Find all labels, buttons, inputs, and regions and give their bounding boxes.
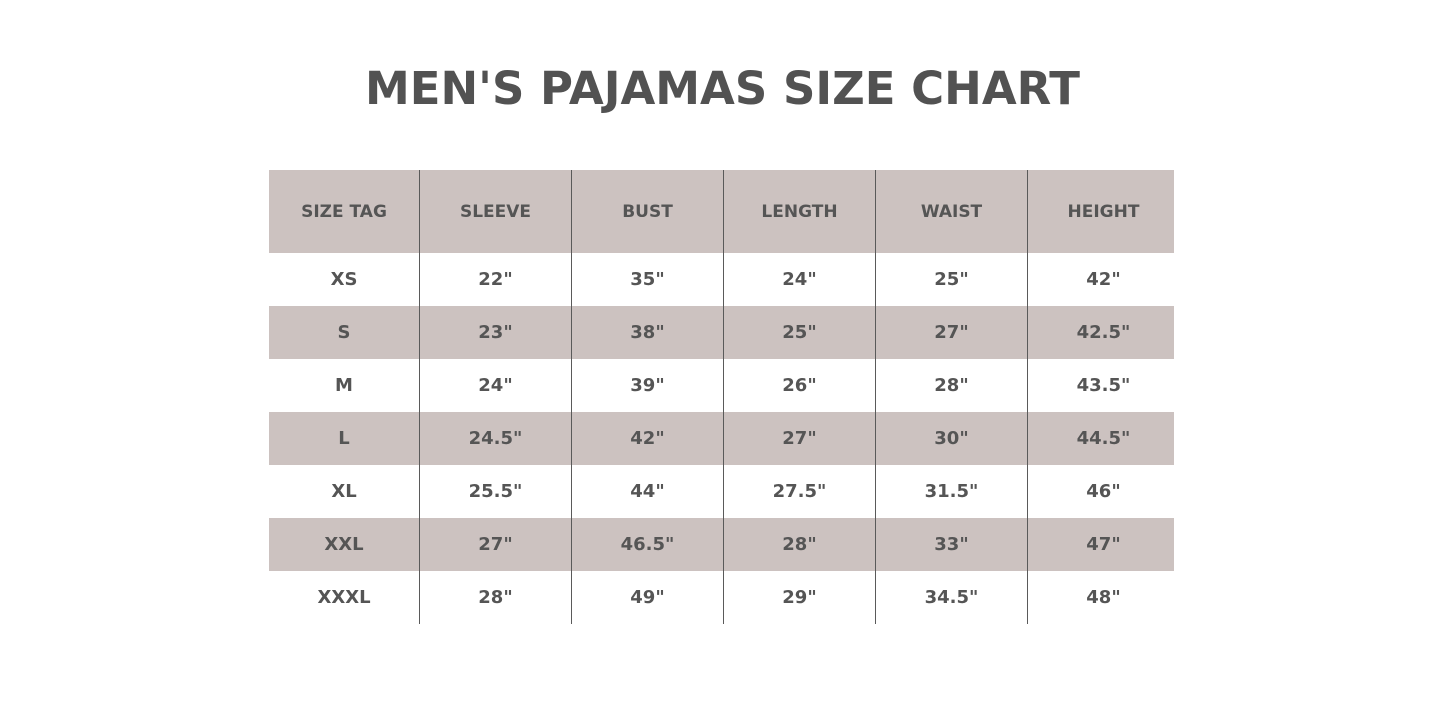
measurement-cell: 48": [1027, 571, 1179, 624]
column-header: HEIGHT: [1027, 170, 1179, 253]
size-tag-cell: XXXL: [317, 587, 371, 608]
measurement-cell: 30": [875, 412, 1027, 465]
column-header: WAIST: [875, 170, 1027, 253]
measurement-cell: 24.5": [419, 412, 571, 465]
measurement-cell: 22": [419, 253, 571, 306]
table-header-row: SIZE TAG SLEEVE BUST LENGTH WAIST HEIGHT: [269, 170, 1174, 253]
measurement-cell: 42.5": [1027, 306, 1179, 359]
measurement-cell: 23": [419, 306, 571, 359]
column-header: SLEEVE: [419, 170, 571, 253]
table-row: L 24.5" 42" 27" 30" 44.5": [269, 412, 1174, 465]
column-header: LENGTH: [723, 170, 875, 253]
measurement-cell: 44.5": [1027, 412, 1179, 465]
size-table: SIZE TAG SLEEVE BUST LENGTH WAIST HEIGHT XS 22…: [269, 170, 1174, 624]
column-header: SIZE TAG: [301, 201, 387, 222]
page-title: MEN'S PAJAMAS SIZE CHART: [365, 62, 1080, 115]
column-header: BUST: [571, 170, 723, 253]
measurement-cell: 42": [571, 412, 723, 465]
size-tag-cell: M: [335, 375, 353, 396]
size-tag-cell: XL: [331, 481, 357, 502]
table-row: XXXL 28" 49" 29" 34.5" 48": [269, 571, 1174, 624]
size-tag-cell: L: [338, 428, 350, 449]
table-row: S 23" 38" 25" 27" 42.5": [269, 306, 1174, 359]
measurement-cell: 33": [875, 518, 1027, 571]
measurement-cell: 27": [875, 306, 1027, 359]
measurement-cell: 43.5": [1027, 359, 1179, 412]
measurement-cell: 44": [571, 465, 723, 518]
measurement-cell: 38": [571, 306, 723, 359]
measurement-cell: 27": [723, 412, 875, 465]
measurement-cell: 24": [419, 359, 571, 412]
table-row: XS 22" 35" 24" 25" 42": [269, 253, 1174, 306]
table-row: XXL 27" 46.5" 28" 33" 47": [269, 518, 1174, 571]
measurement-cell: 46": [1027, 465, 1179, 518]
measurement-cell: 28": [419, 571, 571, 624]
measurement-cell: 28": [875, 359, 1027, 412]
measurement-cell: 39": [571, 359, 723, 412]
size-tag-cell: XS: [330, 269, 358, 290]
measurement-cell: 35": [571, 253, 723, 306]
measurement-cell: 42": [1027, 253, 1179, 306]
measurement-cell: 27.5": [723, 465, 875, 518]
size-tag-cell: S: [337, 322, 351, 343]
measurement-cell: 25": [723, 306, 875, 359]
measurement-cell: 31.5": [875, 465, 1027, 518]
measurement-cell: 34.5": [875, 571, 1027, 624]
measurement-cell: 25.5": [419, 465, 571, 518]
size-tag-cell: XXL: [324, 534, 364, 555]
measurement-cell: 26": [723, 359, 875, 412]
measurement-cell: 29": [723, 571, 875, 624]
measurement-cell: 25": [875, 253, 1027, 306]
measurement-cell: 24": [723, 253, 875, 306]
table-row: M 24" 39" 26" 28" 43.5": [269, 359, 1174, 412]
measurement-cell: 46.5": [571, 518, 723, 571]
measurement-cell: 27": [419, 518, 571, 571]
measurement-cell: 47": [1027, 518, 1179, 571]
measurement-cell: 28": [723, 518, 875, 571]
measurement-cell: 49": [571, 571, 723, 624]
table-row: XL 25.5" 44" 27.5" 31.5" 46": [269, 465, 1174, 518]
